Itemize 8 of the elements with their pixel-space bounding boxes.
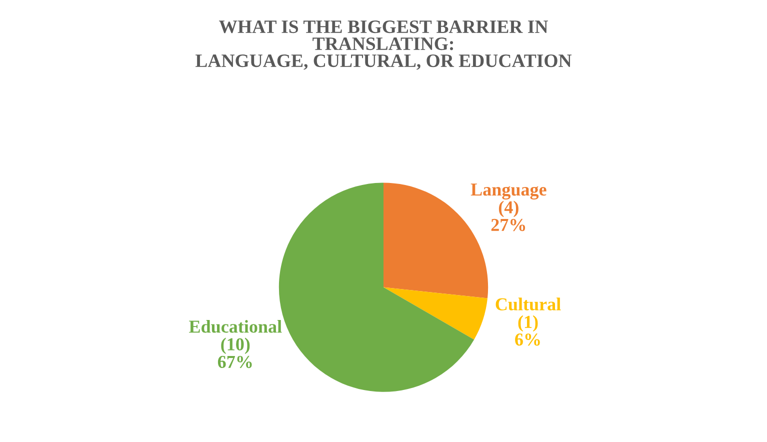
slice-label: Cultural (496, 298, 561, 310)
chart-title: WHAT IS THE BIGGEST BARRIER IN TRANSLATING: LANGUAGE, CULTURAL, OR EDUCATION (196, 20, 572, 70)
data-label: (4) 27% (491, 200, 526, 232)
slice-label: Educational (189, 320, 282, 333)
slice-label: Language (470, 184, 546, 200)
data-label: (10) 67% (218, 338, 252, 368)
data-label: (1) 6% (515, 315, 540, 346)
pie-slice (384, 287, 488, 340)
